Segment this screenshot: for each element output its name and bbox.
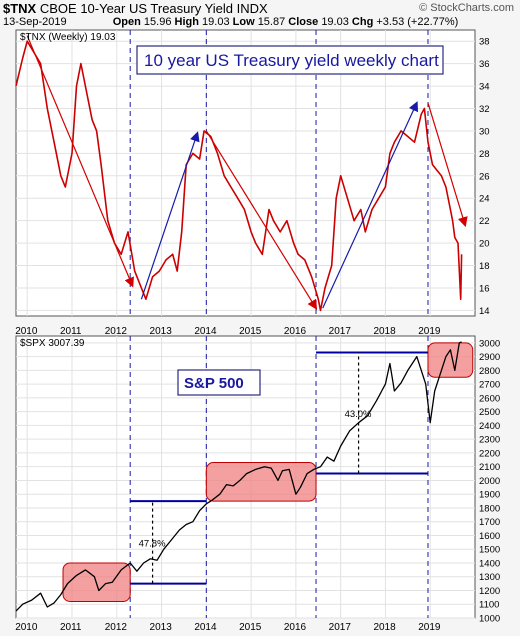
- spx-highlight-box: [427, 342, 474, 378]
- tnx-x-tick-label: 2018: [373, 326, 396, 337]
- spx-y-tick-label: 1800: [479, 503, 500, 514]
- spx-y-tick-label: 1000: [479, 614, 500, 625]
- symbol: $TNX: [3, 1, 37, 16]
- tnx-title: 10 year US Treasury yield weekly chart: [144, 51, 439, 70]
- tnx-x-tick-label: 2011: [60, 326, 82, 337]
- tnx-y-tick-label: 32: [479, 104, 490, 115]
- spx-y-tick-label: 2500: [479, 407, 500, 418]
- spx-y-tick-label: 2100: [479, 462, 500, 473]
- spx-y-tick-label: 2200: [479, 448, 500, 459]
- tnx-y-tick-label: 14: [479, 306, 490, 317]
- spx-x-tick-label: 2018: [373, 622, 396, 633]
- spx-y-tick-label: 1100: [479, 600, 499, 611]
- tnx-y-tick-label: 20: [479, 239, 490, 250]
- spx-x-tick-label: 2013: [150, 622, 173, 633]
- spx-x-tick-label: 2017: [329, 622, 352, 633]
- tnx-x-tick-label: 2012: [105, 326, 128, 337]
- date: 13-Sep-2019: [3, 16, 67, 28]
- open-value: 15.96: [143, 16, 172, 28]
- spx-y-tick-label: 2700: [479, 380, 500, 391]
- tnx-trend-arrow: [140, 131, 200, 300]
- close-value: 19.03: [321, 16, 349, 28]
- tnx-y-tick-label: 22: [479, 216, 490, 227]
- spx-title-box: [177, 369, 261, 396]
- low-value: 15.87: [257, 16, 286, 28]
- tnx-y-tick-label: 16: [479, 283, 490, 294]
- tnx-x-tick-label: 2019: [418, 326, 441, 337]
- spx-y-tick-label: 3000: [479, 338, 500, 349]
- spx-highlight-box: [205, 462, 317, 502]
- tnx-trend-arrow: [322, 101, 418, 309]
- tnx-y-tick-label: 36: [479, 59, 490, 70]
- spx-y-tick-label: 2400: [479, 421, 500, 432]
- spx-x-tick-label: 2019: [418, 622, 441, 633]
- spx-title: S&P 500: [184, 375, 244, 392]
- spx-x-tick-label: 2015: [239, 622, 262, 633]
- tnx-trend-arrow: [26, 35, 134, 288]
- chg-value: +3.53 (+22.77%): [376, 16, 459, 28]
- spx-measure-label: 43.0%: [345, 409, 372, 420]
- credit: © StockCharts.com: [419, 2, 514, 14]
- tnx-y-tick-label: 38: [479, 37, 490, 48]
- tnx-trend-arrow: [205, 130, 318, 310]
- spx-y-tick-label: 2300: [479, 435, 500, 446]
- spx-x-tick-label: 2014: [194, 622, 217, 633]
- spx-x-tick-label: 2016: [284, 622, 307, 633]
- tnx-y-tick-label: 30: [479, 126, 490, 137]
- tnx-y-tick-label: 34: [479, 82, 490, 93]
- tnx-x-tick-label: 2016: [284, 326, 307, 337]
- spx-y-tick-label: 1700: [479, 517, 500, 528]
- tnx-legend: $TNX (Weekly) 19.03: [20, 32, 116, 43]
- spx-y-tick-label: 1900: [479, 490, 500, 501]
- spx-y-tick-label: 1300: [479, 572, 500, 583]
- tnx-x-tick-label: 2013: [150, 326, 173, 337]
- high-value: 19.03: [202, 16, 230, 28]
- spx-y-tick-label: 2600: [479, 393, 500, 404]
- spx-x-tick-label: 2012: [105, 622, 128, 633]
- tnx-y-tick-label: 18: [479, 261, 490, 272]
- tnx-y-tick-label: 26: [479, 171, 490, 182]
- header-line-1: $TNX CBOE 10-Year US Treasury Yield INDX: [3, 1, 268, 16]
- tnx-title-box: [136, 45, 444, 75]
- symbol-name: CBOE 10-Year US Treasury Yield INDX: [39, 1, 268, 16]
- tnx-x-tick-label: 2015: [239, 326, 262, 337]
- spx-y-tick-label: 1400: [479, 558, 500, 569]
- spx-y-tick-label: 1200: [479, 586, 500, 597]
- tnx-y-tick-label: 24: [479, 194, 490, 205]
- spx-legend: $SPX 3007.39: [20, 338, 85, 349]
- spx-y-tick-label: 1600: [479, 531, 500, 542]
- tnx-x-tick-label: 2010: [15, 326, 38, 337]
- tnx-y-tick-label: 28: [479, 149, 490, 160]
- tnx-x-tick-label: 2014: [194, 326, 217, 337]
- spx-y-tick-label: 2800: [479, 366, 500, 377]
- spx-x-tick-label: 2011: [60, 622, 82, 633]
- tnx-x-tick-label: 2017: [329, 326, 352, 337]
- tnx-plot-area: [15, 29, 476, 317]
- spx-x-tick-label: 2010: [15, 622, 38, 633]
- tnx-trend-arrow: [427, 102, 468, 228]
- spx-y-tick-label: 2900: [479, 352, 500, 363]
- spx-y-tick-label: 2000: [479, 476, 500, 487]
- tnx-series-line: [15, 40, 463, 312]
- spx-measure-label: 47.8%: [139, 538, 166, 549]
- spx-y-tick-label: 1500: [479, 545, 500, 556]
- header-line-2: 13-Sep-2019 Open 15.96 High 19.03 Low 15…: [3, 16, 459, 28]
- spx-series-line: [15, 341, 462, 612]
